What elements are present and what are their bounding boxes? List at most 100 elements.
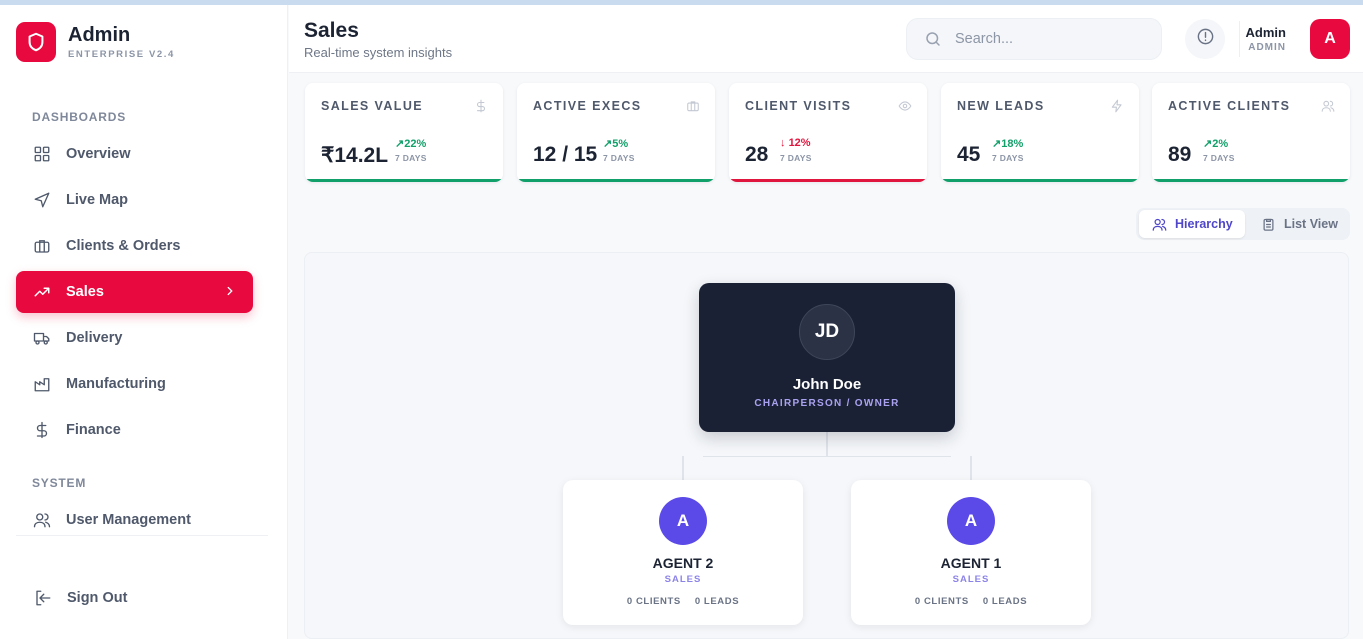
stat-value: 12 / 15 [533,143,598,166]
sidebar-item-label: Manufacturing [66,376,166,392]
stat-card-client-visits: CLIENT VISITS 28 ↓ 12% 7 DAYS [729,83,927,182]
stat-trend-value: 2% [1212,138,1229,150]
sidebar-item-manufacturing[interactable]: Manufacturing [16,363,253,405]
logout-icon [33,588,53,608]
sidebar-item-clients-orders[interactable]: Clients & Orders [16,225,253,267]
briefcase-icon [32,236,52,256]
sidebar-item-sales[interactable]: Sales [16,271,253,313]
view-toggle: Hierarchy List View [1136,208,1350,240]
trend-down-icon: ↓ [780,137,786,149]
sidebar-item-label: Sales [66,284,104,300]
stat-bar [517,179,715,182]
agent-name: AGENT 1 [940,555,1002,571]
brand: Admin ENTERPRISE V2.4 [16,22,175,62]
sidebar-item-label: Clients & Orders [66,238,181,254]
users-icon [32,510,52,530]
stat-bar [941,179,1139,182]
page-title: Sales [304,19,359,42]
sidebar-item-overview[interactable]: Overview [16,133,253,175]
root-name: John Doe [792,376,862,393]
stat-value: ₹14.2L [321,144,389,167]
brand-version: ENTERPRISE V2.4 [68,49,175,60]
sign-out-button[interactable]: Sign Out [16,577,253,619]
sign-out-label: Sign Out [67,590,128,606]
navigation-icon [32,190,52,210]
connector-line [703,456,951,457]
top-header: Sales Real-time system insights Admin AD… [289,5,1363,73]
agent-leads: 0 LEADS [694,596,740,607]
connector-line [682,456,684,480]
avatar: A [659,497,707,545]
sidebar-item-live-map[interactable]: Live Map [16,179,253,221]
stat-card-active-clients: ACTIVE CLIENTS 89 ↗2% 7 DAYS [1152,83,1350,182]
stat-value: 28 [745,143,769,166]
stat-label: SALES VALUE [321,99,423,113]
connector-line [970,456,972,480]
stat-period: 7 DAYS [1203,153,1235,163]
root-role: CHAIRPERSON / OWNER [754,398,900,409]
stat-trend-value: 18% [1001,138,1024,150]
user-name: Admin [1245,25,1286,40]
agent-leads: 0 LEADS [982,596,1028,607]
stat-label: ACTIVE EXECS [533,99,642,113]
info-button[interactable] [1185,19,1225,59]
agent-card[interactable]: A AGENT 1 SALES 0 CLIENTS 0 LEADS [851,480,1091,625]
list-view-button[interactable]: List View [1248,210,1350,238]
sidebar-item-label: Live Map [66,192,129,208]
users-icon [1320,98,1336,114]
sidebar-item-label: User Management [66,512,191,528]
dollar-icon [473,98,489,114]
chevron-right-icon [223,284,237,302]
hierarchy-view-button[interactable]: Hierarchy [1139,210,1245,238]
grid-icon [32,144,52,164]
search-icon [923,29,943,49]
sidebar-item-label: Finance [66,422,121,438]
hierarchy-view-label: Hierarchy [1175,217,1233,231]
stat-trend-value: 22% [404,138,427,150]
search-box[interactable] [906,18,1162,60]
stat-value: 89 [1168,143,1192,166]
users-icon [1151,216,1167,232]
stat-label: CLIENT VISITS [745,99,852,113]
dollar-icon [32,420,52,440]
search-input[interactable] [955,31,1145,47]
window-top-edge [0,0,1363,5]
agent-card[interactable]: A AGENT 2 SALES 0 CLIENTS 0 LEADS [563,480,803,625]
stat-trend: ↗22% [395,137,426,150]
stat-card-new-leads: NEW LEADS 45 ↗18% 7 DAYS [941,83,1139,182]
header-divider [1239,21,1240,57]
stat-period: 7 DAYS [603,153,635,163]
trend-up-icon: ↗ [1203,138,1213,150]
stat-period: 7 DAYS [992,153,1024,163]
agent-role: SALES [952,574,990,585]
zap-icon [1109,98,1125,114]
sidebar-item-finance[interactable]: Finance [16,409,253,451]
hierarchy-root-card[interactable]: JD John Doe CHAIRPERSON / OWNER [699,283,955,432]
eye-icon [897,98,913,114]
stat-card-sales-value: SALES VALUE ₹14.2L ↗22% 7 DAYS [305,83,503,182]
stat-trend: ↗18% [992,137,1023,150]
stat-bar [305,179,503,182]
sidebar-item-user-management[interactable]: User Management [16,499,253,541]
section-label-system: SYSTEM [32,476,87,490]
sidebar-item-delivery[interactable]: Delivery [16,317,253,359]
agent-clients: 0 CLIENTS [914,596,969,607]
trend-up-icon: ↗ [992,138,1002,150]
sidebar-divider [16,535,268,536]
agent-clients: 0 CLIENTS [626,596,681,607]
agent-name: AGENT 2 [652,555,714,571]
stat-label: ACTIVE CLIENTS [1168,99,1291,113]
avatar: JD [799,304,855,360]
agent-role: SALES [664,574,702,585]
user-role: ADMIN [1248,42,1286,53]
stat-bar [1152,179,1350,182]
stat-trend: ↓ 12% [780,137,811,149]
stat-value: 45 [957,143,981,166]
info-icon [1196,27,1215,51]
user-avatar[interactable]: A [1310,19,1350,59]
sidebar-item-label: Delivery [66,330,123,346]
stat-label: NEW LEADS [957,99,1045,113]
stat-card-active-execs: ACTIVE EXECS 12 / 15 ↗5% 7 DAYS [517,83,715,182]
stat-trend-value: 5% [612,138,629,150]
trending-up-icon [32,282,52,302]
